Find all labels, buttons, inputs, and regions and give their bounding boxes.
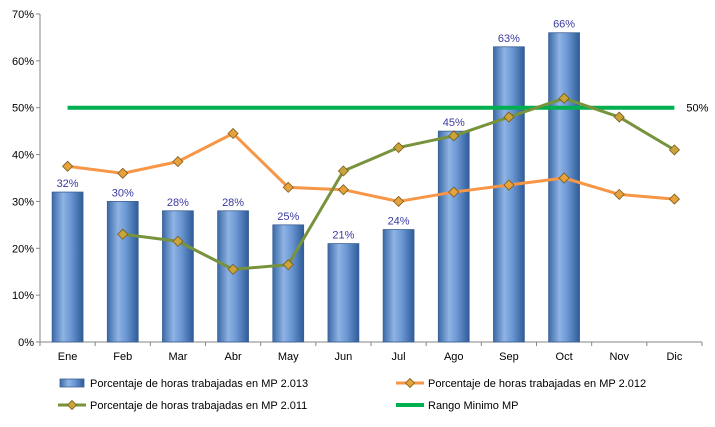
series-point xyxy=(62,160,74,172)
line-series xyxy=(62,92,680,275)
y-tick-label: 30% xyxy=(12,196,34,208)
bar xyxy=(51,191,84,343)
y-tick-label: 40% xyxy=(12,150,34,162)
series-point xyxy=(558,92,570,104)
x-tick-label: Ene xyxy=(58,351,78,363)
x-tick-label: Nov xyxy=(609,351,629,363)
x-tick-label: Ago xyxy=(444,351,464,363)
series-point xyxy=(393,141,405,154)
x-tick-label: Feb xyxy=(113,351,132,363)
series-point xyxy=(282,181,294,193)
series-point xyxy=(448,186,460,198)
bar xyxy=(106,201,139,343)
series-point xyxy=(503,111,515,123)
series-point xyxy=(117,228,129,240)
legend-marker xyxy=(66,399,78,411)
series-point xyxy=(448,130,460,142)
bar-series xyxy=(51,32,580,343)
series-point xyxy=(393,195,405,207)
bar xyxy=(548,32,580,343)
y-tick-label: 50% xyxy=(12,103,34,115)
series-point xyxy=(503,179,515,191)
bar-data-label: 28% xyxy=(167,197,189,209)
bar-data-label: 32% xyxy=(57,178,79,190)
x-tick-label: Oct xyxy=(556,351,573,363)
bar-data-label: 21% xyxy=(332,230,354,242)
bar-data-labels: 32% 30% 28% 28% 25% 21% 24% 45% 63% 66% xyxy=(57,19,576,242)
series-point xyxy=(558,172,570,184)
legend-entry: Rango Minimo MP xyxy=(428,400,518,412)
bar-data-label: 45% xyxy=(443,117,465,129)
bar-data-label: 24% xyxy=(388,216,410,228)
bar xyxy=(382,229,415,343)
bar-data-label: 28% xyxy=(222,197,244,209)
legend-entry: Porcentaje de horas trabajadas en MP 2.0… xyxy=(90,378,308,390)
legend-entry: Porcentaje de horas trabajadas en MP 2.0… xyxy=(428,378,646,390)
x-tick-label: Jun xyxy=(335,351,353,363)
y-tick-label: 60% xyxy=(12,56,34,68)
bar xyxy=(437,130,470,343)
y-tick-label: 70% xyxy=(12,9,34,21)
bar xyxy=(493,46,525,343)
series-point xyxy=(668,193,680,205)
legend-marker xyxy=(404,377,416,389)
series-point xyxy=(613,111,625,123)
series-point xyxy=(668,144,680,156)
series-point xyxy=(282,259,294,271)
y-tick-label: 0% xyxy=(18,337,34,349)
y-tick-label: 10% xyxy=(12,290,34,302)
x-tick-label: Sep xyxy=(499,351,519,363)
reference-line-group: 50% xyxy=(67,103,709,115)
series-line xyxy=(67,131,675,203)
bar-data-label: 66% xyxy=(553,19,575,31)
bar xyxy=(272,224,305,343)
x-tick-label: Mar xyxy=(168,351,187,363)
series-point xyxy=(117,167,129,179)
x-tick-label: Jul xyxy=(392,351,406,363)
series-point xyxy=(337,165,349,177)
series-point xyxy=(227,263,239,275)
series-point xyxy=(172,235,184,247)
bar xyxy=(162,210,194,343)
bar xyxy=(327,243,360,343)
bar-data-label: 63% xyxy=(498,33,520,45)
x-tick-label: May xyxy=(278,351,299,363)
reference-line-label: 50% xyxy=(686,103,708,115)
bar-data-label: 25% xyxy=(277,211,299,223)
legend-entry: Porcentaje de horas trabajadas en MP 2.0… xyxy=(90,400,307,412)
series-point xyxy=(337,184,349,196)
axes: 0% 10% 20% 30% 40% 50% 60% 70% Ene Feb Mar Abr May Ju… xyxy=(12,9,703,363)
bar-data-label: 30% xyxy=(112,187,134,199)
x-tick-label: Abr xyxy=(225,351,242,363)
legend: Porcentaje de horas trabajadas en MP 2.0… xyxy=(58,377,646,412)
legend-swatch xyxy=(59,378,85,388)
y-tick-label: 20% xyxy=(12,243,34,255)
series-point xyxy=(613,188,625,200)
bar xyxy=(217,210,249,343)
series-point xyxy=(172,156,184,168)
x-tick-label: Dic xyxy=(666,351,682,363)
series-point xyxy=(227,127,239,140)
